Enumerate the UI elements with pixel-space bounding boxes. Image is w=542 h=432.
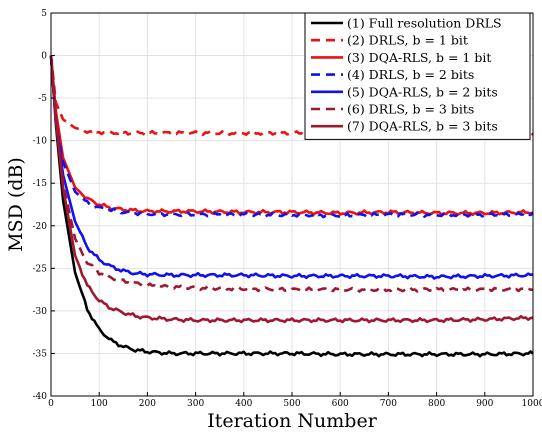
legend-entry-4: (4) DRLS, b = 2 bits	[347, 67, 474, 82]
y-tick-label: 5	[41, 9, 47, 19]
legend-entry-6: (6) DRLS, b = 3 bits	[347, 102, 474, 117]
x-tick-label: 900	[476, 399, 493, 409]
x-tick-label: 0	[48, 399, 54, 409]
legend-entry-3: (3) DQA-RLS, b = 1 bit	[347, 50, 491, 65]
x-tick-label: 600	[332, 399, 349, 409]
x-tick-label: 700	[380, 399, 397, 409]
legend-entry-5: (5) DQA-RLS, b = 2 bits	[347, 84, 498, 99]
y-tick-label: -30	[33, 307, 48, 317]
legend-entry-1: (1) Full resolution DRLS	[347, 16, 502, 31]
y-tick-label: -15	[33, 179, 48, 189]
legend-entry-7: (7) DQA-RLS, b = 3 bits	[347, 119, 498, 134]
y-tick-label: -20	[33, 222, 48, 232]
x-tick-label: 300	[187, 399, 204, 409]
x-tick-label: 400	[235, 399, 252, 409]
x-tick-label: 500	[283, 399, 300, 409]
x-tick-label: 800	[428, 399, 445, 409]
y-tick-label: -5	[38, 94, 47, 104]
y-tick-label: -10	[33, 137, 48, 147]
x-tick-label: 200	[139, 399, 156, 409]
y-tick-label: -40	[33, 392, 48, 402]
y-tick-label: 0	[41, 52, 47, 62]
legend-entry-2: (2) DRLS, b = 1 bit	[347, 33, 468, 48]
x-tick-label: 1000	[522, 399, 542, 409]
y-axis-label: MSD (dB)	[5, 157, 27, 252]
x-tick-label: 100	[91, 399, 108, 409]
x-axis-label: Iteration Number	[207, 410, 378, 432]
y-tick-label: -25	[33, 264, 48, 274]
legend: (1) Full resolution DRLS (2) DRLS, b = 1 …	[305, 13, 530, 139]
y-tick-label: -35	[33, 349, 48, 359]
